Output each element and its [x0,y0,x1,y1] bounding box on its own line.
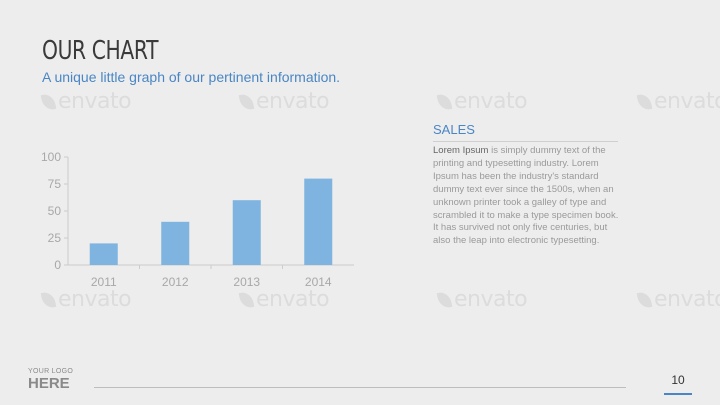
page-number-underline [664,393,692,395]
bar-chart: 0 25 50 75 100 2011 2012 2013 2014 [41,150,354,289]
y-tick-label: 100 [41,150,61,164]
envato-leaf-icon [238,92,255,111]
y-tick-label: 0 [54,258,61,272]
logo-line-1: YOUR LOGO [28,368,74,375]
envato-leaf-icon [40,92,57,111]
bar [161,221,190,265]
watermark: envato [238,287,330,312]
x-tick-label: 2014 [305,275,332,289]
envato-leaf-icon [636,92,653,111]
watermark-text: envato [454,287,528,312]
envato-leaf-icon [636,290,653,309]
envato-leaf-icon [436,290,453,309]
watermark-text: envato [654,287,720,312]
sales-paragraph: Lorem Ipsum is simply dummy text of the … [433,145,623,248]
logo-line-2: HERE [28,375,70,392]
watermark: envato [40,89,132,114]
watermark-text: envato [58,287,132,312]
y-tick-label: 25 [48,231,62,245]
sales-divider [433,141,618,142]
footer-divider [94,387,626,388]
x-tick-label: 2011 [91,275,117,289]
watermark: envato [40,287,132,312]
sales-heading: SALES [433,122,475,137]
y-tick-label: 50 [48,204,62,218]
watermark-text: envato [256,89,330,114]
watermark-text: envato [654,89,720,114]
logo: YOUR LOGO HERE [28,368,73,391]
bar [304,178,333,265]
watermark: envato [636,89,720,114]
watermark: envato [238,89,330,114]
x-tick-label: 2013 [233,275,260,289]
envato-leaf-icon [436,92,453,111]
sales-lead: Lorem Ipsum [433,145,489,156]
watermark-text: envato [454,89,528,114]
page-subtitle: A unique little graph of our pertinent i… [42,69,341,85]
watermark: envato [436,287,528,312]
sales-body: is simply dummy text of the printing and… [433,145,619,247]
page-title: OUR CHART [42,36,159,66]
watermark-text: envato [256,287,330,312]
watermark-text: envato [58,89,132,114]
page-number: 10 [671,373,685,387]
x-tick-label: 2012 [162,275,189,289]
y-tick-label: 75 [48,177,62,191]
watermark: envato [636,287,720,312]
watermark: envato [436,89,528,114]
bar [89,243,118,265]
bar [232,200,261,265]
